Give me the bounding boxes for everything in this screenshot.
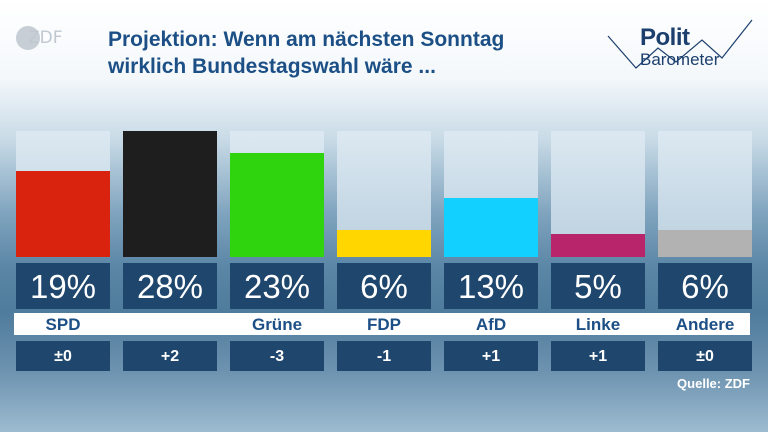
bar [230,153,324,257]
bar [337,230,431,257]
bar [444,198,538,257]
chart-title-line-1: Projektion: Wenn am nächsten Sonntag [108,28,505,51]
change-label: ±0 [16,341,110,371]
change-label: +1 [551,341,645,371]
bar-value-label: 28% [123,263,217,309]
bar-value-label: 6% [658,263,752,309]
zdf-logo: ZDF [16,26,63,50]
bar-value-label: 13% [444,263,538,309]
bar-track [123,131,217,257]
change-label: +1 [444,341,538,371]
party-label: SPD [45,315,81,334]
zdf-logo-circle [16,26,40,50]
bar-value-label: 19% [16,263,110,309]
party-name-strip [14,313,750,335]
politbarometer-line-icon [607,19,753,69]
party-label: AfD [475,315,507,334]
bar [16,171,110,257]
party-label: Grüne [251,315,303,334]
bar-track [658,131,752,257]
politbarometer-barometer: Barometer [640,50,720,69]
change-label: -3 [230,341,324,371]
change-label: ±0 [658,341,752,371]
chart-title: Projektion: Wenn am nächsten Sonntag wir… [108,26,504,80]
bar [123,131,217,257]
party-label: Linke [575,315,621,334]
chart-title-line-2: wirklich Bundestagswahl wäre ... [108,55,436,78]
bar-value-label: 6% [337,263,431,309]
politbarometer-logo: Polit Barometer [606,18,756,78]
politbarometer-polit: Polit [640,24,690,51]
bar [551,234,645,257]
change-label: -1 [337,341,431,371]
party-label [123,313,217,335]
bar-track [230,131,324,257]
bar-track [551,131,645,257]
zdf-logo-text: ZDF [28,28,63,48]
bar-track [337,131,431,257]
bar-value-label: 23% [230,263,324,309]
bar [658,230,752,257]
bar-value-label: 5% [551,263,645,309]
bar-track [16,131,110,257]
party-label: FDP [367,315,401,334]
source-label: Quelle: ZDF [677,376,750,391]
bar-track [444,131,538,257]
party-label: Andere [675,315,735,334]
change-label: +2 [123,341,217,371]
